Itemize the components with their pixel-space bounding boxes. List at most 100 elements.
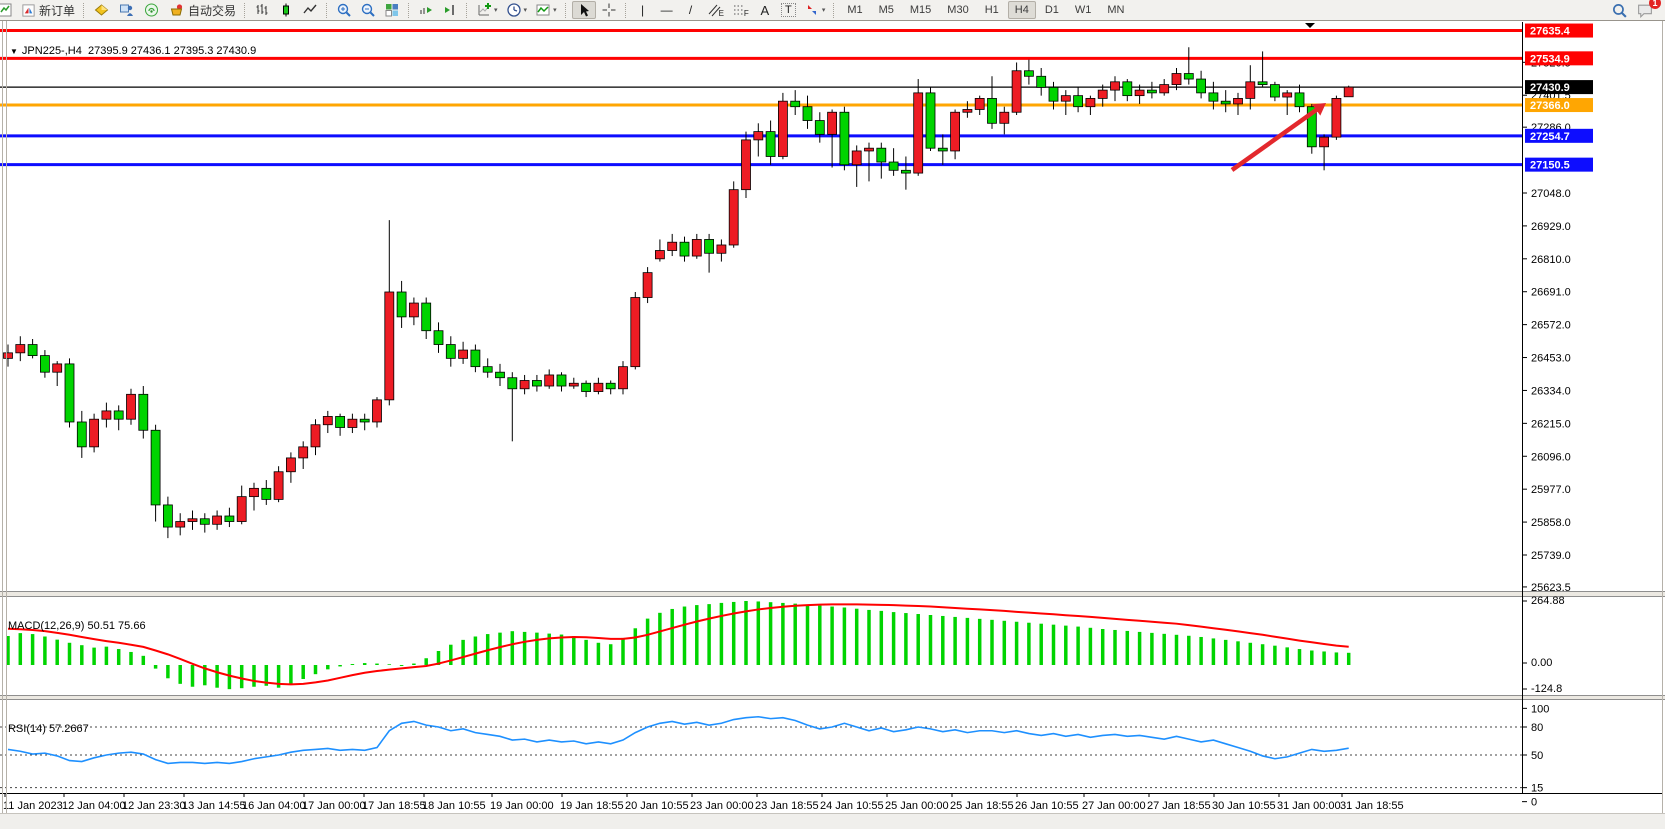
rsi-indicator-label: RSI(14) 57.2667 <box>8 723 89 735</box>
svg-text:11 Jan 2023: 11 Jan 2023 <box>3 800 63 812</box>
bar-chart-button[interactable] <box>251 1 273 19</box>
horizontal-line-tool[interactable]: — <box>656 1 678 19</box>
horizontal-line-icon: — <box>660 3 673 17</box>
svg-text:31 Jan 00:00: 31 Jan 00:00 <box>1277 800 1341 812</box>
periods-button[interactable]: ▾ <box>503 1 531 19</box>
cursor-tool-button[interactable] <box>571 1 596 19</box>
autotrading-button[interactable]: 自动交易 <box>165 1 239 19</box>
svg-text:27534.9: 27534.9 <box>1530 53 1570 65</box>
gold-button[interactable] <box>90 1 113 19</box>
shapes-tool[interactable]: ▾ <box>801 1 829 19</box>
tab-timeframe-m15[interactable]: M15 <box>909 4 932 16</box>
zoom-out-button[interactable] <box>357 1 379 19</box>
svg-text:-124.8: -124.8 <box>1531 683 1562 695</box>
chevron-down-icon: ▾ <box>553 7 557 14</box>
svg-text:24 Jan 10:55: 24 Jan 10:55 <box>820 800 884 812</box>
fibonacci-tool[interactable]: F <box>729 1 752 19</box>
new-chart-button[interactable] <box>0 1 16 19</box>
svg-text:19 Jan 18:55: 19 Jan 18:55 <box>560 800 624 812</box>
add-indicator-button[interactable]: ▾ <box>473 1 501 19</box>
auto-scroll-icon <box>420 7 433 14</box>
svg-text:17 Jan 18:55: 17 Jan 18:55 <box>362 800 426 812</box>
svg-text:12 Jan 04:00: 12 Jan 04:00 <box>62 800 126 812</box>
auto-scroll-button[interactable] <box>415 1 437 19</box>
svg-text:27150.5: 27150.5 <box>1530 160 1570 172</box>
line-chart-button[interactable] <box>299 1 321 19</box>
end-marker-icon <box>1305 23 1315 28</box>
user-computer-icon <box>120 4 134 16</box>
tab-timeframe-h1[interactable]: H1 <box>984 4 999 16</box>
toolbar-separator <box>244 2 246 18</box>
svg-text:16 Jan 04:00: 16 Jan 04:00 <box>242 800 306 812</box>
window-left-border-inner <box>6 21 7 813</box>
svg-text:27254.7: 27254.7 <box>1530 131 1570 143</box>
tab-timeframe-m30[interactable]: M30 <box>947 4 969 16</box>
template-button[interactable]: ▾ <box>532 1 560 19</box>
svg-text:19 Jan 00:00: 19 Jan 00:00 <box>490 800 554 812</box>
candles-layer <box>3 47 1354 539</box>
cursor-icon <box>580 4 589 17</box>
zoom-in-button[interactable] <box>333 1 355 19</box>
toolbar-separator <box>466 2 468 18</box>
tab-timeframe-w1[interactable]: W1 <box>1074 4 1092 16</box>
svg-text:25 Jan 18:55: 25 Jan 18:55 <box>950 800 1014 812</box>
svg-text:26810.0: 26810.0 <box>1531 254 1571 266</box>
chevron-down-icon: ▾ <box>494 7 498 14</box>
svg-text:25 Jan 00:00: 25 Jan 00:00 <box>885 800 949 812</box>
toolbar-separator <box>408 2 410 18</box>
svg-text:27048.0: 27048.0 <box>1531 188 1571 200</box>
tab-timeframe-m5[interactable]: M5 <box>878 4 894 16</box>
svg-text:25977.0: 25977.0 <box>1531 484 1571 496</box>
notifications-button[interactable]: 1 <box>1633 0 1661 19</box>
svg-text:50: 50 <box>1531 750 1543 762</box>
channel-tool[interactable]: E <box>704 1 727 19</box>
line-chart-icon <box>303 4 317 14</box>
tab-timeframe-mn[interactable]: MN <box>1107 4 1125 16</box>
new-order-button[interactable]: 新订单 <box>18 1 78 19</box>
new-order-icon <box>22 3 35 17</box>
vertical-line-icon: | <box>641 3 645 17</box>
chevron-down-icon: ▾ <box>523 7 528 14</box>
trendline-tool[interactable]: / <box>680 1 702 19</box>
svg-text:27 Jan 18:55: 27 Jan 18:55 <box>1147 800 1211 812</box>
advisor-button[interactable] <box>115 1 138 19</box>
zoom-in-icon <box>337 3 351 17</box>
tab-timeframe-m1[interactable]: M1 <box>847 4 863 16</box>
channel-icon <box>708 4 720 17</box>
toolbar-separator <box>83 2 85 18</box>
svg-text:27366.0: 27366.0 <box>1530 100 1570 112</box>
chart-canvas[interactable]: 27520.527401.527286.027048.026929.026810… <box>0 20 1665 829</box>
tab-timeframe-h4[interactable]: H4 <box>1007 1 1036 19</box>
tab-timeframe-d1[interactable]: D1 <box>1044 4 1059 16</box>
svg-text:17 Jan 00:00: 17 Jan 00:00 <box>302 800 366 812</box>
chart-shift-button[interactable] <box>439 1 461 19</box>
fibonacci-letter: F <box>743 8 749 18</box>
svg-text:100: 100 <box>1531 703 1549 715</box>
chart-shift-icon <box>445 5 454 15</box>
collapse-icon[interactable]: ▼ <box>10 47 18 56</box>
svg-text:23 Jan 18:55: 23 Jan 18:55 <box>755 800 819 812</box>
tile-windows-icon <box>385 4 399 17</box>
svg-text:26691.0: 26691.0 <box>1531 287 1571 299</box>
crosshair-tool-button[interactable] <box>598 1 620 19</box>
svg-text:264.88: 264.88 <box>1531 595 1565 607</box>
vertical-line-tool[interactable]: | <box>632 1 654 19</box>
window-bottom-strip <box>0 813 1665 829</box>
svg-text:26929.0: 26929.0 <box>1531 221 1571 233</box>
svg-text:13 Jan 14:55: 13 Jan 14:55 <box>182 800 246 812</box>
search-button[interactable] <box>1608 1 1631 19</box>
candlestick-button[interactable] <box>275 1 297 19</box>
svg-text:80: 80 <box>1531 722 1543 734</box>
label-tool[interactable]: T <box>778 1 799 19</box>
bar-chart-icon <box>256 4 268 15</box>
toolbar: 新订单 自动交易 <box>0 0 1665 21</box>
text-tool[interactable]: A <box>754 1 776 19</box>
chart-plot[interactable]: 27520.527401.527286.027048.026929.026810… <box>0 20 1665 829</box>
trendline-icon: / <box>688 3 693 17</box>
toolbar-separator <box>624 2 627 18</box>
toolbar-separator <box>326 2 328 18</box>
svg-text:26572.0: 26572.0 <box>1531 320 1571 332</box>
signals-button[interactable] <box>140 1 163 19</box>
tile-windows-button[interactable] <box>381 1 403 19</box>
